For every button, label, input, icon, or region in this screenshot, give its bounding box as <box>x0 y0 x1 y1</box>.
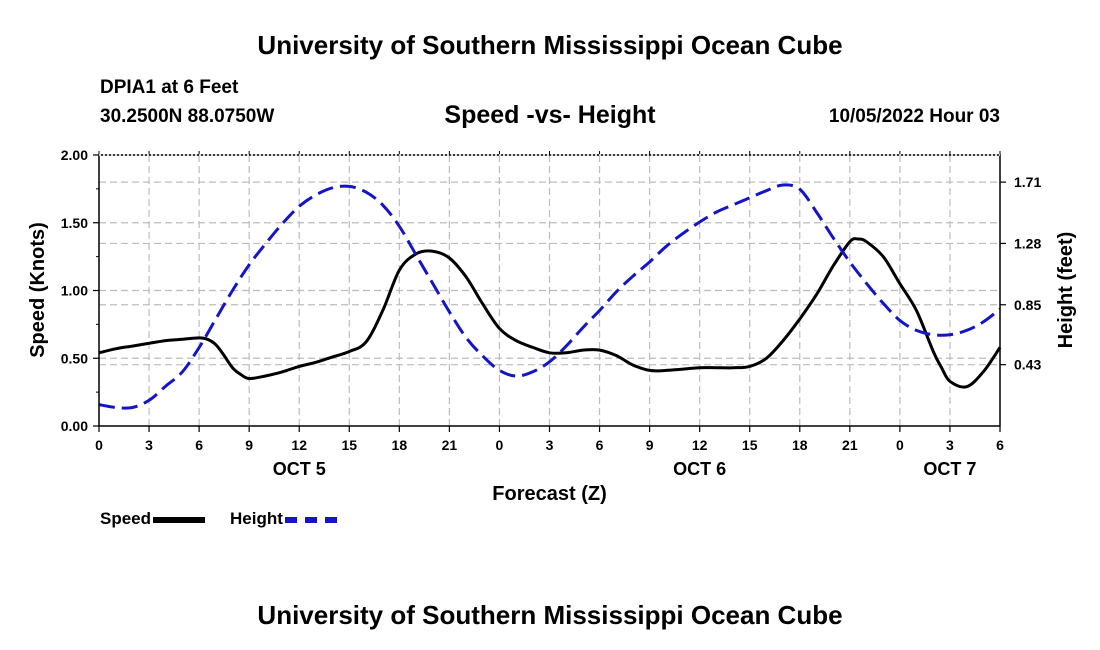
x-tick-label: 0 <box>496 437 504 453</box>
x-tick-label: 15 <box>742 437 758 453</box>
y-tick-label: 1.00 <box>61 283 88 299</box>
x-tick-label: 0 <box>95 437 103 453</box>
x-tick-label: 15 <box>341 437 357 453</box>
tick-layer: 0 3 6 9 12 15 18 21 0 3 6 9 12 15 18 21 0 3 6 OCT 5 OCT 6 OCT… <box>61 147 1042 479</box>
x-tick-label: 9 <box>646 437 654 453</box>
legend-speed-label: Speed <box>100 509 152 528</box>
y2-tick-label: 0.43 <box>1014 357 1041 373</box>
chart-title: Speed -vs- Height <box>444 101 656 129</box>
x-tick-label: 0 <box>896 437 904 453</box>
coordinates-label: 30.2500N 88.0750W <box>100 106 275 127</box>
legend-speed-swatch <box>153 516 206 523</box>
y2-tick-label: 1.28 <box>1014 235 1041 251</box>
y2-tick-label: 1.71 <box>1014 174 1041 190</box>
x-tick-label: 12 <box>291 437 307 453</box>
x-tick-label: 21 <box>442 437 458 453</box>
x-axis-title: Forecast (Z) <box>492 483 606 505</box>
forecast-date-label: 10/05/2022 Hour 03 <box>828 106 1000 127</box>
y-tick-label: 0.50 <box>61 350 88 366</box>
legend-speed: Speed <box>100 509 206 529</box>
height-series-line <box>98 183 1001 410</box>
y-tick-label: 1.50 <box>61 215 88 231</box>
y-tick-label: 0.00 <box>61 418 88 434</box>
x-tick-label: 3 <box>145 437 153 453</box>
legend-height-label: Height <box>230 509 283 528</box>
y-tick-label: 2.00 <box>61 147 88 163</box>
x-tick-label: 3 <box>946 437 954 453</box>
x-tick-label: 9 <box>245 437 253 453</box>
x-day-label: OCT 7 <box>923 459 976 479</box>
y2-axis-title: Height (feet) <box>1055 232 1077 349</box>
x-tick-label: 21 <box>842 437 858 453</box>
x-tick-label: 6 <box>195 437 203 453</box>
station-label: DPIA1 at 6 Feet <box>100 77 239 98</box>
x-tick-label: 18 <box>792 437 808 453</box>
x-tick-label: 6 <box>996 437 1004 453</box>
y2-tick-label: 0.85 <box>1014 297 1041 313</box>
series-layer <box>98 183 1002 410</box>
main-title: University of Southern Mississippi Ocean… <box>257 30 843 60</box>
speed-series-line <box>98 237 1002 389</box>
legend-height: Height <box>230 509 337 529</box>
legend-height-swatch <box>284 516 337 523</box>
y-axis-title: Speed (Knots) <box>27 222 49 358</box>
x-tick-label: 6 <box>596 437 604 453</box>
x-tick-label: 3 <box>546 437 554 453</box>
x-tick-label: 12 <box>692 437 708 453</box>
x-day-label: OCT 5 <box>273 459 326 479</box>
x-day-label: OCT 6 <box>673 459 726 479</box>
x-tick-label: 18 <box>392 437 408 453</box>
footer-title: University of Southern Mississippi Ocean… <box>257 600 843 630</box>
